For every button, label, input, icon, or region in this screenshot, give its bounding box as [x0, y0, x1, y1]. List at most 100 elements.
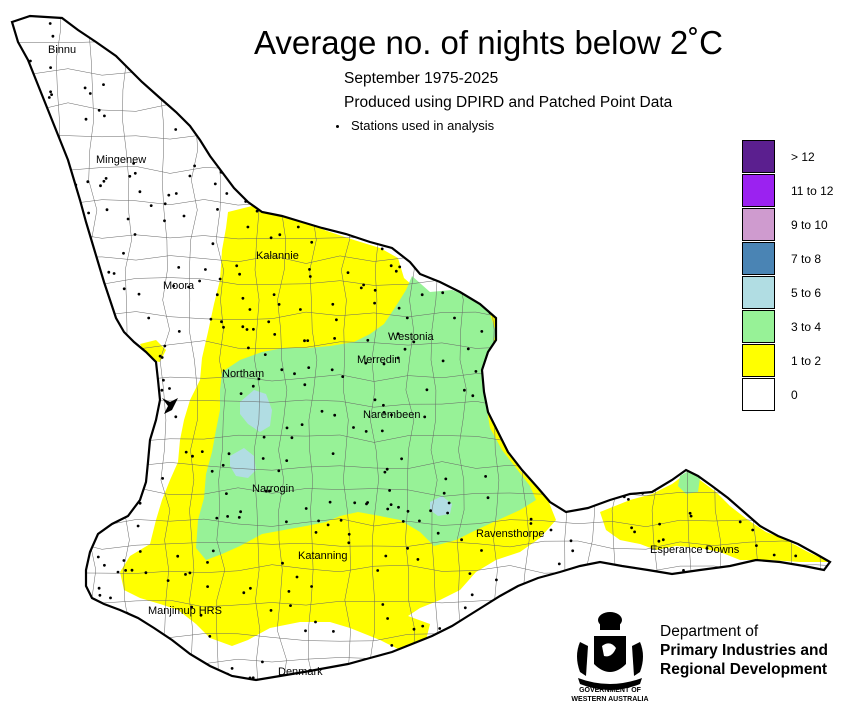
station-dot	[122, 251, 125, 255]
station-dot	[681, 64, 684, 67]
station-dot	[247, 346, 250, 350]
station-dot	[160, 356, 164, 359]
station-dot	[166, 579, 170, 582]
station-dot	[529, 522, 533, 525]
station-dot	[633, 530, 636, 534]
station-dot	[34, 578, 38, 582]
shire-boundary-line	[686, 16, 697, 680]
station-dot	[698, 90, 702, 94]
station-dot	[822, 437, 826, 440]
station-dot	[729, 18, 732, 22]
station-dot	[484, 475, 487, 478]
station-dot	[549, 528, 553, 532]
station-dot	[603, 313, 607, 317]
station-dot	[50, 93, 53, 96]
station-dot	[177, 330, 181, 333]
station-dot	[142, 35, 146, 38]
station-dot	[645, 409, 649, 413]
station-dot	[331, 302, 335, 306]
station-dot	[280, 368, 284, 372]
station-dot	[600, 138, 604, 142]
station-dot	[560, 268, 563, 271]
station-dot	[215, 293, 219, 297]
station-dot	[416, 558, 420, 561]
station-dot	[81, 652, 84, 656]
station-dot	[479, 675, 483, 679]
station-dot	[480, 330, 484, 333]
station-dot	[767, 585, 771, 588]
station-dot	[277, 303, 281, 306]
station-dot	[390, 644, 394, 647]
station-dot	[215, 516, 219, 520]
station-dot	[229, 85, 233, 89]
government-line-2: WESTERN AUSTRALIA	[571, 696, 649, 703]
station-dot	[618, 18, 622, 22]
station-dot	[341, 375, 345, 378]
station-dot	[665, 161, 669, 165]
station-dot	[110, 364, 113, 368]
legend-item: 1 to 2	[742, 344, 842, 378]
station-dot	[149, 204, 153, 208]
station-dot	[380, 247, 384, 251]
station-dot	[82, 24, 85, 27]
station-dot	[779, 505, 782, 508]
station-dot	[230, 667, 234, 670]
station-dot	[220, 320, 223, 324]
station-dot	[187, 42, 191, 46]
station-dot	[629, 453, 633, 457]
station-dot	[261, 457, 265, 460]
station-dot	[29, 75, 33, 79]
station-dot	[252, 327, 255, 331]
station-dot	[83, 500, 86, 504]
station-dot	[307, 366, 311, 369]
shire-boundary-line	[714, 16, 724, 680]
station-dot	[158, 354, 162, 358]
station-dot	[60, 213, 64, 217]
station-dot	[373, 398, 377, 402]
place-narembeen: Narembeen	[363, 409, 421, 421]
station-dot	[576, 121, 580, 124]
station-dot	[47, 96, 51, 99]
station-dot	[372, 156, 376, 160]
legend-label: 7 to 8	[791, 252, 822, 266]
legend-label: 0	[791, 388, 798, 402]
station-dot	[425, 388, 429, 392]
station-dot	[663, 297, 666, 301]
legend-swatch	[742, 174, 775, 207]
station-dot	[262, 435, 266, 439]
station-dot	[303, 383, 307, 387]
station-dot	[466, 676, 470, 679]
station-dot	[24, 571, 28, 575]
station-dot	[681, 189, 685, 193]
station-dot	[674, 198, 678, 201]
station-dot	[182, 214, 186, 218]
station-dot	[510, 615, 514, 618]
station-dot	[606, 116, 609, 119]
station-dot	[813, 60, 817, 64]
station-dot	[386, 507, 390, 511]
station-dot	[373, 288, 377, 292]
station-dot	[626, 473, 630, 477]
station-dot	[532, 234, 536, 238]
station-dot	[521, 637, 525, 641]
station-dot	[525, 223, 529, 227]
station-dot	[238, 272, 242, 276]
station-dot	[241, 325, 245, 329]
map-title: Average no. of nights below 2˚C	[254, 24, 724, 61]
station-dot	[545, 161, 548, 165]
station-dot	[527, 610, 530, 614]
station-dot	[290, 173, 294, 177]
station-dot	[494, 117, 498, 121]
station-dot	[706, 323, 709, 327]
station-dot	[40, 558, 44, 562]
station-dot	[87, 211, 90, 215]
station-dot	[336, 216, 339, 219]
station-dot	[222, 325, 225, 329]
station-dot	[347, 541, 351, 545]
station-dot	[672, 176, 676, 180]
station-dot	[366, 338, 370, 342]
station-dot	[403, 347, 407, 351]
station-dot	[264, 489, 268, 493]
station-dot	[420, 293, 424, 297]
government-line-1: GOVERNMENT OF	[579, 687, 641, 694]
